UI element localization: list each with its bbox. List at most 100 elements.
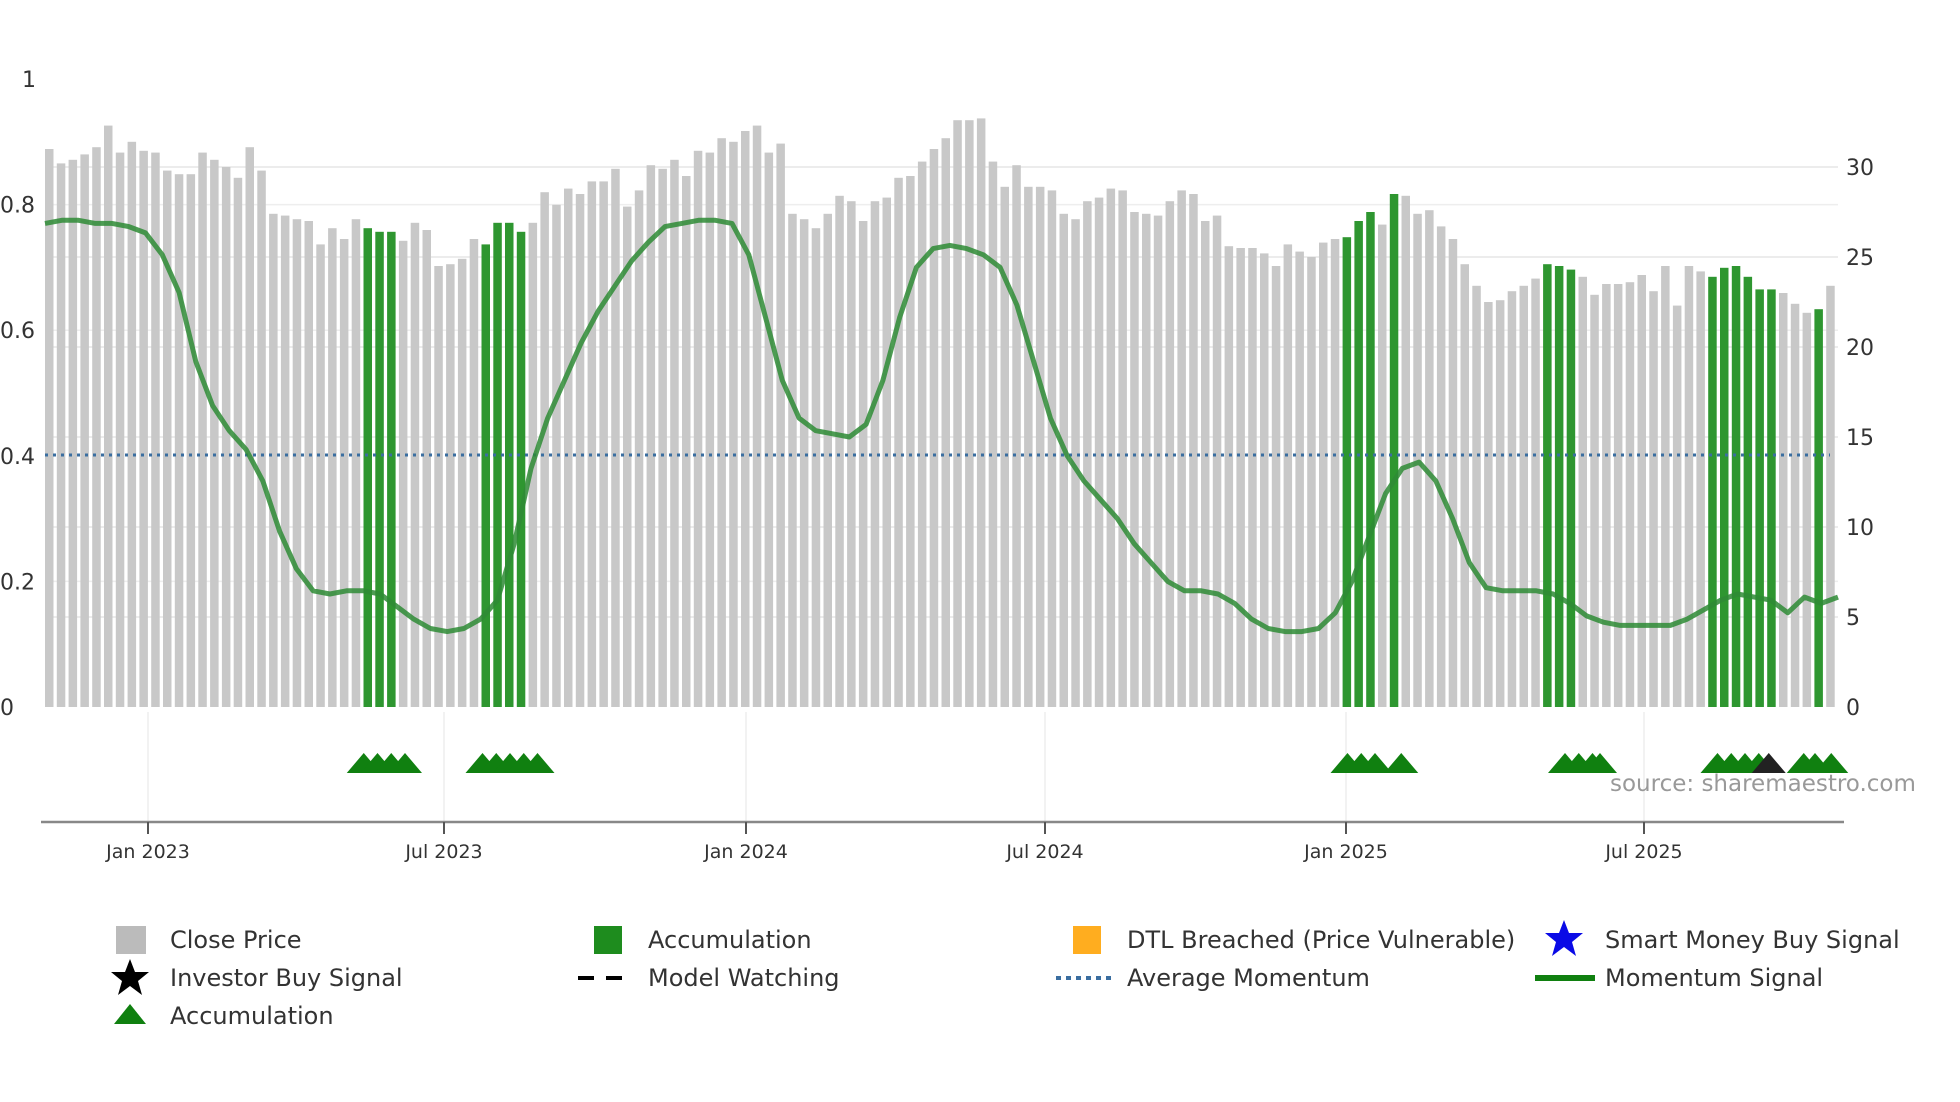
close-price-bar — [151, 152, 160, 708]
close-price-bar — [1071, 219, 1080, 707]
close-price-bar — [1460, 264, 1469, 707]
close-price-bar — [882, 197, 891, 707]
close-price-bar — [564, 188, 573, 708]
close-price-bar — [469, 239, 479, 707]
close-price-bar — [776, 143, 785, 708]
close-price-bar — [210, 159, 219, 708]
source-label: source: sharemaestro.com — [1610, 771, 1916, 797]
close-price-bar — [646, 165, 656, 707]
close-price-bar — [1826, 285, 1835, 707]
right-axis-tick: 25 — [1846, 246, 1874, 271]
close-price-bar — [1224, 246, 1234, 707]
close-price-bar — [1684, 266, 1694, 707]
close-price-bar — [1625, 282, 1635, 707]
close-price-bar — [1661, 266, 1670, 707]
close-price-bar — [398, 240, 408, 708]
close-price-bar — [221, 167, 231, 707]
legend-average-momentum: Average Momentum — [1127, 964, 1370, 992]
accumulation-bar — [1354, 221, 1363, 707]
accumulation-bar — [1389, 194, 1399, 707]
close-price-bar — [163, 170, 172, 708]
close-price-bar — [693, 150, 703, 708]
close-price-bar — [623, 206, 632, 707]
close-price-bar — [894, 177, 903, 708]
close-price-bar — [316, 244, 325, 707]
close-price-bar — [658, 168, 667, 708]
close-price-bar — [1059, 213, 1068, 708]
x-axis-ticks: Jan 2023 Jul 2023 Jan 2024 Jul 2024 Jan 2025… — [105, 822, 1683, 863]
close-price-bar — [245, 147, 254, 707]
close-price-bar — [174, 174, 184, 707]
close-price-bar — [1425, 210, 1434, 707]
close-price-bar — [1790, 303, 1800, 707]
close-price-bar — [304, 221, 313, 707]
close-price-bar — [1330, 239, 1340, 707]
close-price-bar — [1130, 212, 1139, 707]
close-price-bar — [988, 161, 998, 708]
close-price-bar — [1248, 248, 1257, 707]
close-price-bar — [823, 213, 832, 708]
close-price-bar — [1602, 284, 1611, 707]
close-price-bar — [1495, 300, 1505, 707]
close-price-bar — [45, 149, 54, 707]
close-price-bar — [339, 239, 349, 707]
close-price-bar — [906, 176, 915, 707]
close-price-bar — [1236, 248, 1245, 707]
accumulation-bar — [1366, 212, 1375, 707]
legend: Close Price Investor Buy Signal Accumula… — [111, 920, 1900, 1030]
x-axis-tick-label: Jul 2024 — [1005, 841, 1083, 863]
close-price-bar — [1271, 266, 1281, 707]
close-price-bar — [575, 194, 585, 707]
accumulation-bar — [375, 231, 384, 708]
close-price-bar — [328, 228, 337, 707]
x-axis-tick-label: Jan 2025 — [1303, 841, 1388, 863]
accumulation-triangle-icon — [1583, 753, 1617, 773]
investor-buy-triangle-icon — [1751, 753, 1786, 773]
accumulation-triangle-icon — [1358, 753, 1392, 773]
close-price-bar — [634, 190, 644, 707]
close-price-bar — [1519, 285, 1528, 707]
close-price-bar — [1448, 239, 1458, 707]
close-price-bar — [1153, 215, 1163, 707]
close-price-bar — [1283, 244, 1293, 707]
close-price-bar — [351, 219, 361, 707]
smart-money-star-icon — [1545, 920, 1583, 956]
close-price-bar — [835, 195, 844, 708]
close-price-bar — [434, 266, 443, 707]
close-price-bar — [717, 138, 726, 707]
momentum-signal-line — [44, 217, 1839, 635]
close-price-bar — [1035, 186, 1045, 708]
close-price-bar — [788, 213, 797, 708]
close-price-bar — [1295, 251, 1304, 707]
close-price-bar — [1637, 275, 1646, 707]
legend-accumulation-bar: Accumulation — [648, 926, 812, 954]
legend-model-watching: Model Watching — [648, 964, 840, 992]
close-price-bar — [186, 174, 196, 707]
accumulation-bar — [1720, 267, 1729, 707]
close-price-bar — [858, 221, 868, 707]
accumulation-bar — [1814, 309, 1823, 707]
close-price-bar — [870, 201, 880, 707]
x-axis-tick-label: Jul 2025 — [1604, 841, 1682, 863]
close-price-bar — [1613, 284, 1623, 707]
accumulation-bar — [1554, 266, 1564, 707]
close-price-bar — [1436, 226, 1446, 707]
accumulation-swatch — [594, 926, 622, 954]
close-price-bar — [115, 152, 125, 708]
close-price-bar — [1696, 271, 1705, 707]
close-price-bar — [799, 219, 809, 707]
accumulation-bar — [516, 231, 526, 708]
close-price-bar — [682, 176, 691, 707]
close-price-bar — [741, 131, 750, 707]
close-price-bar — [1319, 242, 1328, 707]
close-price-bar — [1212, 215, 1222, 707]
close-price-bar — [257, 170, 266, 708]
right-axis-tick: 0 — [1846, 696, 1860, 721]
close-price-bar — [1142, 213, 1151, 708]
dtl-swatch — [1073, 926, 1101, 954]
accumulation-bar — [1767, 289, 1776, 707]
close-price-bar — [587, 181, 597, 707]
accumulation-bar — [481, 244, 490, 707]
close-price-bar — [811, 228, 821, 707]
